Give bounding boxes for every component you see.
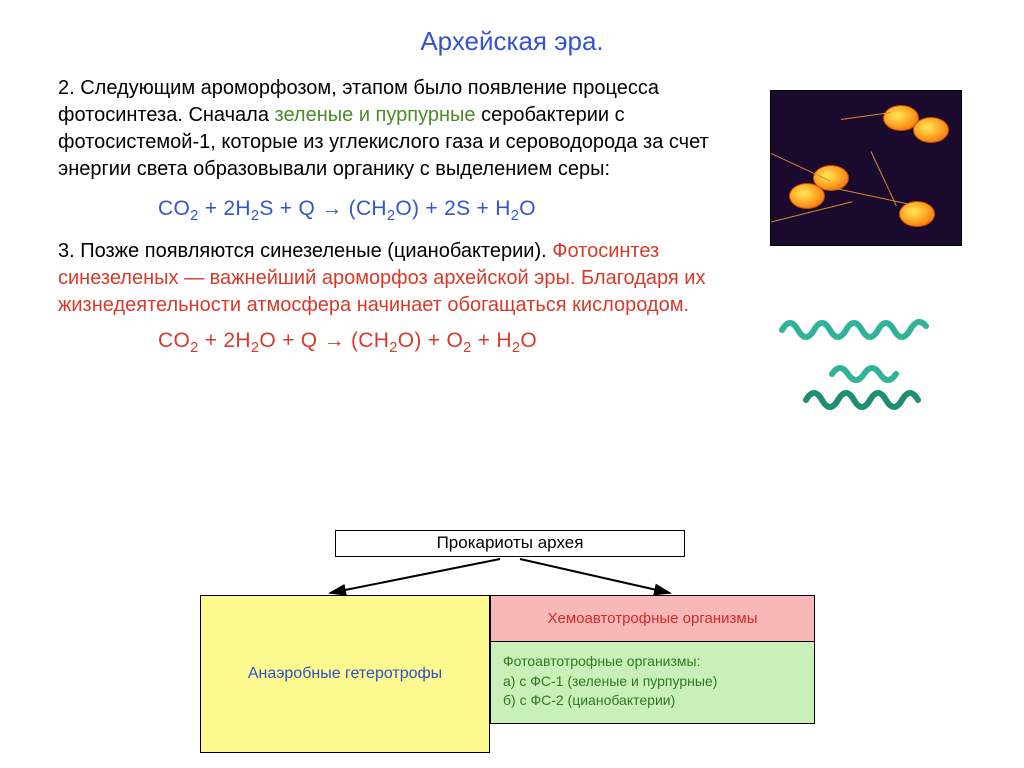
eq1-co2: CO	[158, 197, 190, 220]
paragraph-3: 3. Позже появляются синезеленые (цианоба…	[58, 238, 738, 319]
eq1-h: O	[519, 197, 536, 220]
eq1-d: S + Q → (CH	[259, 197, 387, 220]
eq1-g: 2	[511, 208, 519, 224]
diagram-arrows	[200, 557, 820, 595]
r2-title: Фотоавтотрофные организмы:	[503, 653, 701, 669]
eq1-co2-sub: 2	[190, 208, 198, 224]
p2-highlight: зеленые и пурпурные	[275, 104, 476, 126]
eq2-a: CO	[158, 329, 190, 352]
diagram-right-bottom-box: Фотоавтотрофные организмы: а) с ФС-1 (зе…	[490, 642, 815, 724]
eq1-b: + 2H	[199, 197, 251, 220]
p3-prefix: 3. Позже появляются синезеленые (цианоба…	[58, 240, 552, 262]
eq2-f: O	[520, 329, 537, 352]
eq2-c: O + Q → (CH	[259, 329, 389, 352]
eq1-f: O) + 2S + H	[395, 197, 510, 220]
diagram-right-top-box: Хемоавтотрофные организмы	[490, 595, 815, 642]
paragraph-2: 2. Следующим ароморфозом, этапом было по…	[58, 75, 738, 183]
eq2-d: O) + O	[398, 329, 463, 352]
diagram-left-box: Анаэробные гетеротрофы	[200, 595, 490, 753]
eq2-a-sub: 2	[190, 340, 198, 356]
eq2-e: + H	[472, 329, 512, 352]
spiral-image	[772, 300, 962, 440]
slide-title: Архейская эра.	[0, 0, 1024, 75]
eq2-d-sub: 2	[463, 340, 471, 356]
bacteria-image	[770, 90, 962, 246]
diagram-top-box: Прокариоты архея	[335, 530, 685, 557]
eq2-c-sub: 2	[389, 340, 397, 356]
prokaryote-diagram: Прокариоты архея Анаэробные гетеротрофы …	[200, 530, 820, 753]
eq2-b: + 2H	[199, 329, 251, 352]
r2-line-a: а) с ФС-1 (зеленые и пурпурные)	[503, 673, 717, 689]
r2-line-b: б) с ФС-2 (цианобактерии)	[503, 692, 675, 708]
